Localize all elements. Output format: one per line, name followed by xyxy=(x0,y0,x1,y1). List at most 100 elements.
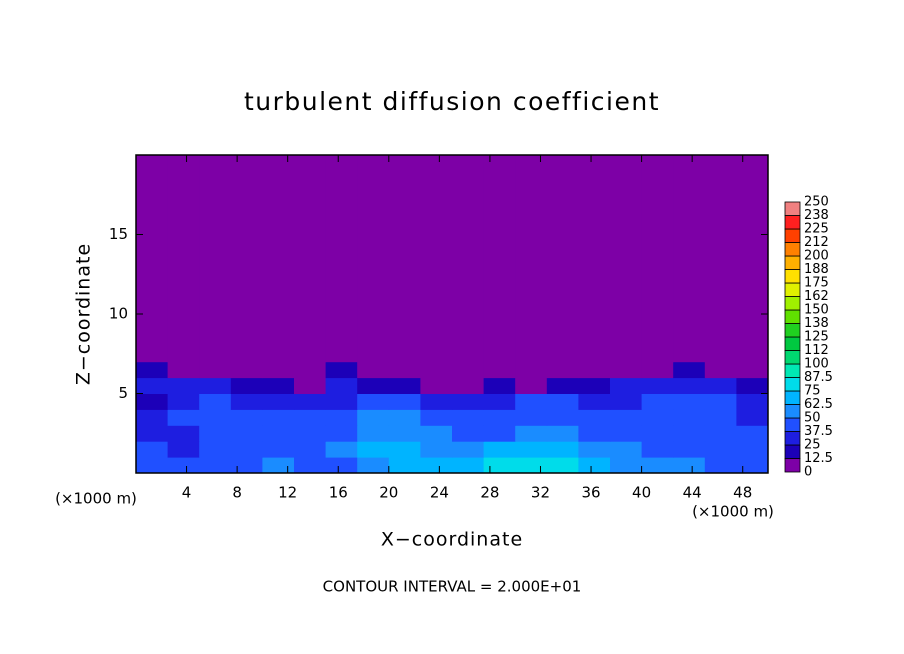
field-cell xyxy=(452,393,485,410)
field-cell xyxy=(736,457,769,474)
colorbar-label: 37.5 xyxy=(804,424,833,439)
field-cell xyxy=(673,409,706,426)
x-unit: (×1000 m) xyxy=(692,503,774,521)
chart-title: turbulent diffusion coefficient xyxy=(244,87,660,116)
colorbar-box xyxy=(784,215,801,230)
colorbar-label: 62.5 xyxy=(804,397,833,412)
field-cell xyxy=(388,409,421,426)
field-cell xyxy=(420,377,453,394)
field-cell xyxy=(294,409,327,426)
x-tick-label: 32 xyxy=(531,484,550,502)
colorbar-label: 212 xyxy=(804,235,829,250)
colorbar-box xyxy=(784,444,801,459)
colorbar-label: 250 xyxy=(804,195,829,210)
field-cell xyxy=(736,361,769,379)
colorbar-box xyxy=(784,363,801,378)
field-cell xyxy=(515,377,548,394)
field-cell xyxy=(357,457,390,474)
field-cell xyxy=(673,425,706,442)
colorbar-label: 75 xyxy=(804,384,821,399)
field-cell xyxy=(610,457,643,474)
field-cell xyxy=(262,425,295,442)
field-cell xyxy=(704,393,737,410)
field-cell xyxy=(452,155,485,363)
field-cell xyxy=(452,441,485,458)
field-cell xyxy=(673,457,706,474)
field-cell xyxy=(452,425,485,442)
field-cell xyxy=(294,377,327,394)
colorbar-label: 0 xyxy=(804,465,812,480)
field-cell xyxy=(230,155,263,363)
field-cell xyxy=(199,425,232,442)
field-cell xyxy=(673,441,706,458)
field-cell xyxy=(325,393,358,410)
field-cell xyxy=(199,361,232,379)
colorbar-box xyxy=(784,404,801,419)
field-cell xyxy=(388,393,421,410)
y-axis-label: Z−coordinate xyxy=(73,243,95,385)
field-cell xyxy=(262,377,295,394)
field-cell xyxy=(230,361,263,379)
field-cell xyxy=(610,155,643,363)
field-cell xyxy=(199,457,232,474)
field-cell xyxy=(578,425,611,442)
field-cell xyxy=(736,425,769,442)
field-cell xyxy=(167,377,200,394)
footnote: CONTOUR INTERVAL = 2.000E+01 xyxy=(323,578,582,596)
field-cell xyxy=(515,409,548,426)
field-cell xyxy=(483,377,516,394)
field-cell xyxy=(641,377,674,394)
field-cell xyxy=(294,457,327,474)
field-cell xyxy=(483,425,516,442)
field-cell xyxy=(673,377,706,394)
x-tick-label: 36 xyxy=(581,484,600,502)
field-cell xyxy=(641,441,674,458)
x-tick-label: 8 xyxy=(232,484,242,502)
field-cell xyxy=(578,457,611,474)
field-cell xyxy=(294,425,327,442)
field-cell xyxy=(610,425,643,442)
field-cell xyxy=(199,155,232,363)
field-cell xyxy=(420,361,453,379)
field-cell xyxy=(610,361,643,379)
field-cell xyxy=(262,441,295,458)
field-cell xyxy=(610,441,643,458)
field-cell xyxy=(578,409,611,426)
colorbar-label: 100 xyxy=(804,357,829,372)
colorbar-label: 188 xyxy=(804,262,829,277)
field-cell xyxy=(704,409,737,426)
x-tick-label: 24 xyxy=(430,484,449,502)
field-cell xyxy=(167,155,200,363)
field-cell xyxy=(325,409,358,426)
colorbar-box xyxy=(784,417,801,432)
colorbar-box xyxy=(784,282,801,297)
field-cell xyxy=(483,409,516,426)
colorbar-label: 125 xyxy=(804,330,829,345)
field-cell xyxy=(230,377,263,394)
colorbar-box xyxy=(784,228,801,243)
field-cell xyxy=(452,409,485,426)
x-tick-label: 28 xyxy=(480,484,499,502)
field-cell xyxy=(578,441,611,458)
colorbar-label: 25 xyxy=(804,438,821,453)
field-cell xyxy=(230,425,263,442)
colorbar-box xyxy=(784,458,801,473)
field-cell xyxy=(736,155,769,363)
field-cell xyxy=(199,409,232,426)
field-cell xyxy=(136,425,169,442)
field-cell xyxy=(199,393,232,410)
field-cell xyxy=(294,441,327,458)
field-cell xyxy=(578,377,611,394)
colorbar-box xyxy=(784,269,801,284)
field-cell xyxy=(357,377,390,394)
field-cell xyxy=(546,457,579,474)
colorbar-label: 138 xyxy=(804,316,829,331)
colorbar-box xyxy=(784,296,801,311)
colorbar-box xyxy=(784,336,801,351)
field-cell xyxy=(610,409,643,426)
field-cell xyxy=(230,457,263,474)
field-cell xyxy=(325,377,358,394)
x-tick-label: 20 xyxy=(379,484,398,502)
field-cell xyxy=(357,361,390,379)
